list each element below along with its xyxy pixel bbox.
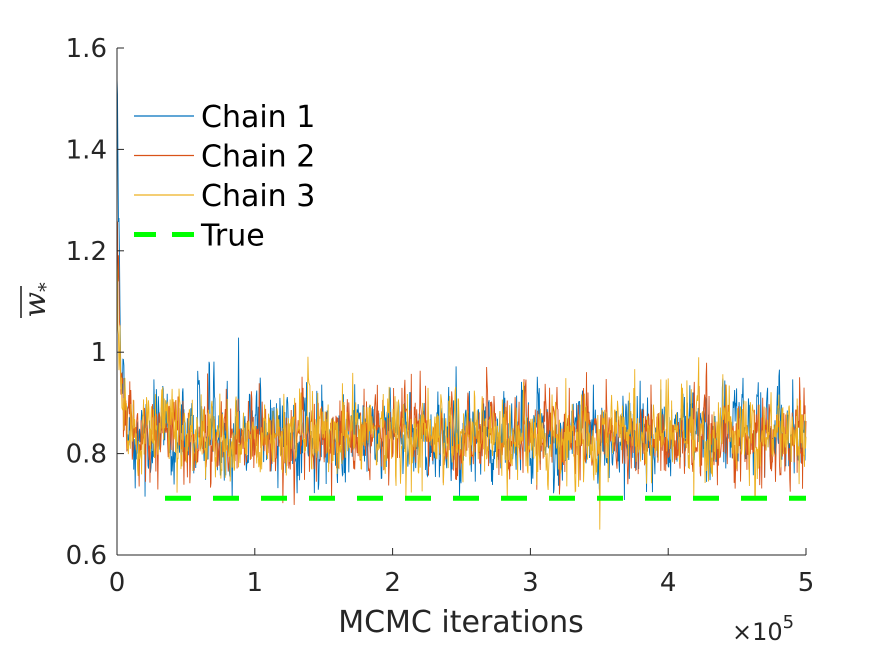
x-tick-label: 0	[109, 568, 126, 598]
y-tick-label: 1	[90, 338, 107, 368]
x-axis-exponent-power: 5	[783, 612, 794, 633]
y-tick-label: 1.2	[66, 237, 107, 267]
legend-entry-true: True	[134, 219, 265, 254]
series-line-chain-3	[116, 260, 807, 530]
y-axis-label: w*	[18, 282, 57, 318]
x-axis-label: MCMC iterations	[338, 605, 584, 640]
x-axis-ticks: 0 1 2 3 4 5	[109, 548, 815, 598]
legend-label: True	[200, 219, 265, 254]
y-axis-label-main: w	[18, 292, 53, 318]
legend-entry-chain-1: Chain 1	[134, 100, 315, 135]
x-tick-label: 2	[384, 568, 401, 598]
legend-entry-chain-3: Chain 3	[134, 179, 315, 214]
plot-area	[116, 78, 807, 530]
legend-label: Chain 2	[201, 140, 315, 175]
x-tick-label: 3	[522, 568, 539, 598]
axes	[116, 48, 806, 556]
legend-label: Chain 3	[201, 179, 315, 214]
y-axis-ticks: 0.6 0.8 1 1.2 1.4 1.6	[66, 34, 124, 571]
legend-label: Chain 1	[201, 100, 315, 135]
legend: Chain 1 Chain 2 Chain 3 True	[134, 100, 315, 254]
legend-entry-chain-2: Chain 2	[134, 140, 315, 175]
x-axis-exponent: ×105	[732, 612, 794, 645]
y-tick-label: 1.4	[66, 135, 107, 165]
x-tick-label: 1	[247, 568, 264, 598]
y-axis-label-subscript: *	[35, 282, 57, 292]
x-axis-exponent-prefix: ×10	[732, 618, 783, 645]
x-tick-label: 5	[798, 568, 815, 598]
y-tick-label: 0.6	[66, 541, 107, 571]
y-axis-label-text: w*	[18, 282, 57, 318]
y-tick-label: 1.6	[66, 34, 107, 64]
x-tick-label: 4	[660, 568, 677, 598]
y-tick-label: 0.8	[66, 440, 107, 470]
